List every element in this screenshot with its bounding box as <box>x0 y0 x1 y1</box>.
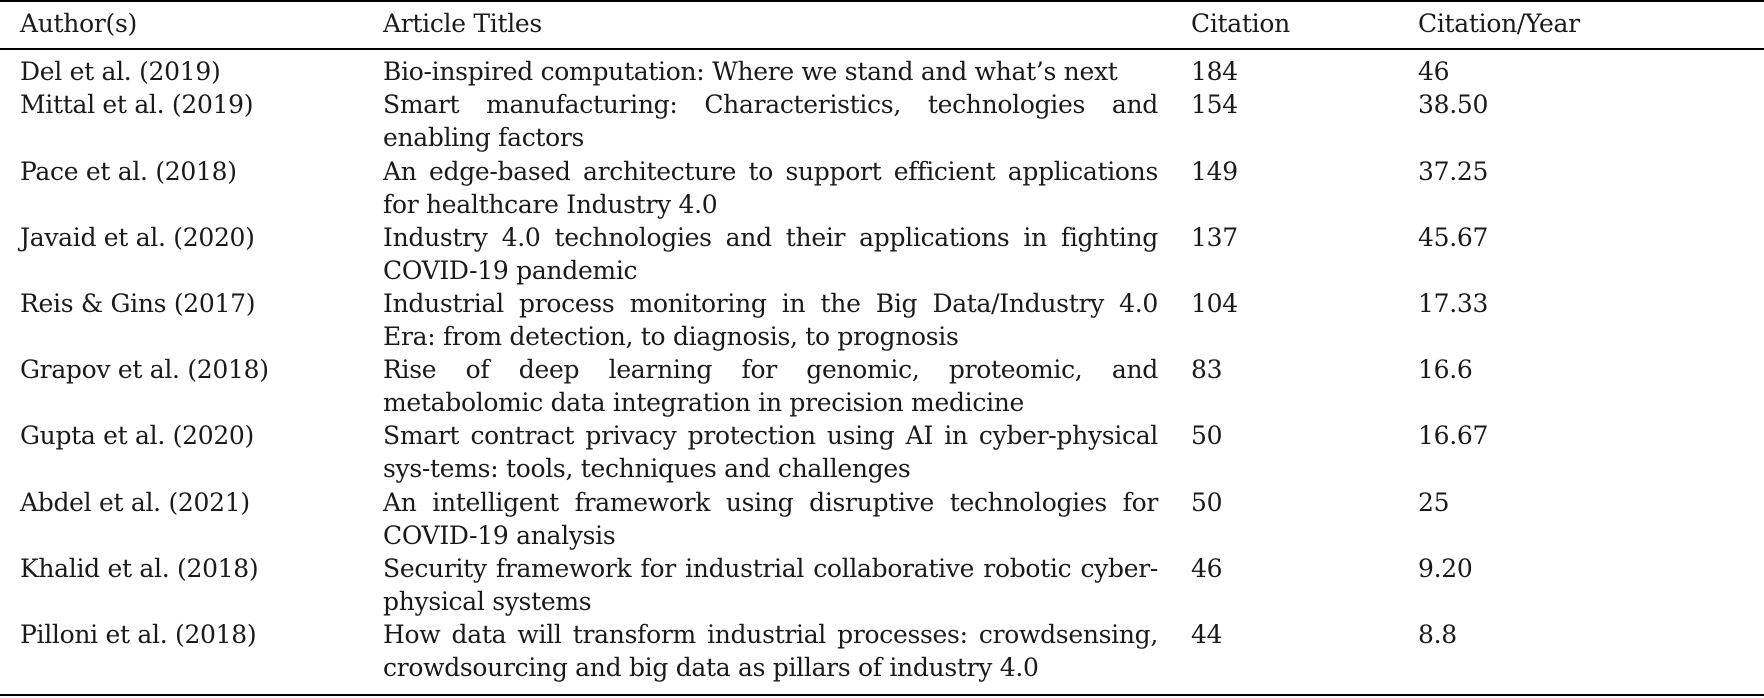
title-cell: How data will transform industrial proce… <box>383 620 1158 682</box>
author-cell: Khalid et al. (2018) <box>20 554 259 583</box>
title-cell: Industrial process monitoring in the Big… <box>383 289 1158 351</box>
top-rule <box>0 0 1764 2</box>
citation-cell: 184 <box>1191 57 1238 86</box>
title-cell: Rise of deep learning for genomic, prote… <box>383 355 1158 417</box>
citation-cell: 50 <box>1191 488 1223 517</box>
header-citation-per-year: Citation/Year <box>1418 9 1580 38</box>
citation-per-year-cell: 8.8 <box>1418 620 1457 649</box>
title-cell: Bio-inspired computation: Where we stand… <box>383 57 1118 86</box>
title-cell: Smart manufacturing: Characteristics, te… <box>383 90 1158 152</box>
header-citation: Citation <box>1191 9 1290 38</box>
citation-cell: 83 <box>1191 355 1223 384</box>
author-cell: Abdel et al. (2021) <box>20 488 250 517</box>
citation-cell: 50 <box>1191 421 1223 450</box>
citation-cell: 154 <box>1191 90 1238 119</box>
citation-per-year-cell: 45.67 <box>1418 223 1489 252</box>
citation-per-year-cell: 46 <box>1418 57 1450 86</box>
citation-cell: 46 <box>1191 554 1223 583</box>
citation-cell: 149 <box>1191 157 1238 186</box>
citation-per-year-cell: 37.25 <box>1418 157 1489 186</box>
title-cell: Security framework for industrial collab… <box>383 554 1158 616</box>
title-cell: Industry 4.0 technologies and their appl… <box>383 223 1158 285</box>
header-author: Author(s) <box>20 9 137 38</box>
citation-cell: 137 <box>1191 223 1238 252</box>
author-cell: Reis & Gins (2017) <box>20 289 256 318</box>
header-rule <box>0 48 1764 50</box>
title-cell: Smart contract privacy protection using … <box>383 421 1158 483</box>
bottom-rule <box>0 694 1764 696</box>
citation-per-year-cell: 17.33 <box>1418 289 1489 318</box>
author-cell: Pace et al. (2018) <box>20 157 237 186</box>
author-cell: Gupta et al. (2020) <box>20 421 254 450</box>
citation-per-year-cell: 38.50 <box>1418 90 1489 119</box>
citation-per-year-cell: 16.67 <box>1418 421 1489 450</box>
author-cell: Mittal et al. (2019) <box>20 90 254 119</box>
author-cell: Javaid et al. (2020) <box>20 223 255 252</box>
citation-per-year-cell: 9.20 <box>1418 554 1473 583</box>
citation-per-year-cell: 25 <box>1418 488 1450 517</box>
citation-cell: 104 <box>1191 289 1238 318</box>
author-cell: Pilloni et al. (2018) <box>20 620 257 649</box>
author-cell: Del et al. (2019) <box>20 57 221 86</box>
header-article-titles: Article Titles <box>383 9 542 38</box>
title-cell: An edge-based architecture to support ef… <box>383 157 1158 219</box>
citation-cell: 44 <box>1191 620 1223 649</box>
author-cell: Grapov et al. (2018) <box>20 355 269 384</box>
title-cell: An intelligent framework using disruptiv… <box>383 488 1158 550</box>
citation-per-year-cell: 16.6 <box>1418 355 1473 384</box>
